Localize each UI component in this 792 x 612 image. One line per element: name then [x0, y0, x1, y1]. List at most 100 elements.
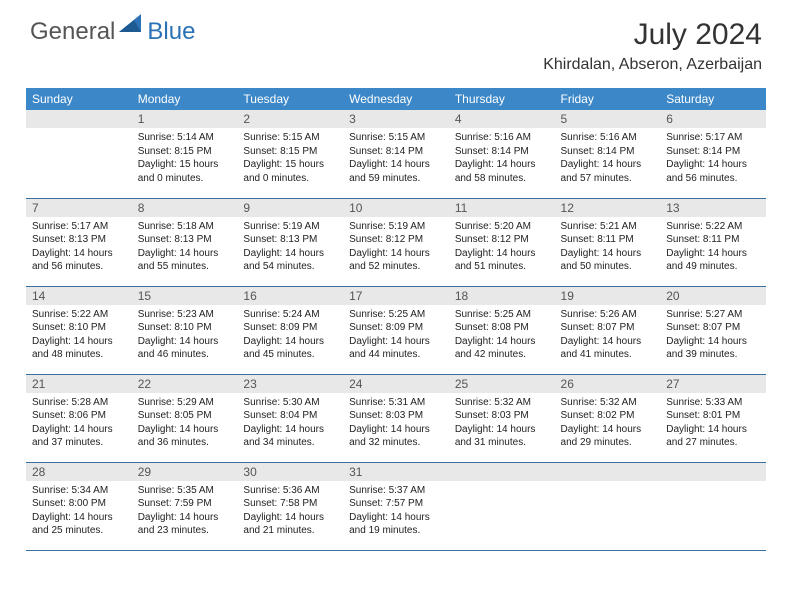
day-content: Sunrise: 5:22 AMSunset: 8:10 PMDaylight:…	[26, 305, 132, 364]
day-line: Sunset: 8:12 PM	[455, 233, 549, 247]
calendar-cell: 29Sunrise: 5:35 AMSunset: 7:59 PMDayligh…	[132, 462, 238, 550]
day-line: and 37 minutes.	[32, 436, 126, 450]
day-line: Sunrise: 5:31 AM	[349, 396, 443, 410]
day-line: Sunrise: 5:18 AM	[138, 220, 232, 234]
day-content: Sunrise: 5:23 AMSunset: 8:10 PMDaylight:…	[132, 305, 238, 364]
calendar-cell	[449, 462, 555, 550]
day-line: and 56 minutes.	[666, 172, 760, 186]
day-content: Sunrise: 5:28 AMSunset: 8:06 PMDaylight:…	[26, 393, 132, 452]
calendar-row: 14Sunrise: 5:22 AMSunset: 8:10 PMDayligh…	[26, 286, 766, 374]
day-line: Sunset: 7:58 PM	[243, 497, 337, 511]
day-line: Sunset: 8:13 PM	[138, 233, 232, 247]
day-number: 6	[660, 110, 766, 128]
day-line: Sunset: 8:12 PM	[349, 233, 443, 247]
day-line: Daylight: 14 hours	[243, 247, 337, 261]
day-line: Daylight: 14 hours	[138, 247, 232, 261]
day-line: Sunset: 8:10 PM	[32, 321, 126, 335]
day-line: and 27 minutes.	[666, 436, 760, 450]
day-line: Daylight: 14 hours	[561, 247, 655, 261]
calendar-cell: 27Sunrise: 5:33 AMSunset: 8:01 PMDayligh…	[660, 374, 766, 462]
day-line: Daylight: 14 hours	[32, 423, 126, 437]
day-number: 10	[343, 199, 449, 217]
day-line: Daylight: 15 hours	[138, 158, 232, 172]
calendar-cell: 17Sunrise: 5:25 AMSunset: 8:09 PMDayligh…	[343, 286, 449, 374]
day-header: Monday	[132, 88, 238, 110]
day-number: 16	[237, 287, 343, 305]
day-line: Daylight: 14 hours	[561, 158, 655, 172]
day-content: Sunrise: 5:32 AMSunset: 8:03 PMDaylight:…	[449, 393, 555, 452]
day-line: Sunrise: 5:25 AM	[349, 308, 443, 322]
day-line: and 41 minutes.	[561, 348, 655, 362]
day-content: Sunrise: 5:26 AMSunset: 8:07 PMDaylight:…	[555, 305, 661, 364]
day-line: and 21 minutes.	[243, 524, 337, 538]
day-number: 14	[26, 287, 132, 305]
calendar-cell: 9Sunrise: 5:19 AMSunset: 8:13 PMDaylight…	[237, 198, 343, 286]
calendar-row: 21Sunrise: 5:28 AMSunset: 8:06 PMDayligh…	[26, 374, 766, 462]
day-line: Sunset: 8:06 PM	[32, 409, 126, 423]
day-line: Daylight: 14 hours	[349, 423, 443, 437]
day-number: 1	[132, 110, 238, 128]
day-line: Sunrise: 5:22 AM	[32, 308, 126, 322]
day-line: Daylight: 14 hours	[32, 335, 126, 349]
day-number: 9	[237, 199, 343, 217]
day-content: Sunrise: 5:27 AMSunset: 8:07 PMDaylight:…	[660, 305, 766, 364]
day-line: Sunrise: 5:35 AM	[138, 484, 232, 498]
day-number: 15	[132, 287, 238, 305]
day-line: and 57 minutes.	[561, 172, 655, 186]
day-line: Sunset: 8:03 PM	[455, 409, 549, 423]
day-content: Sunrise: 5:36 AMSunset: 7:58 PMDaylight:…	[237, 481, 343, 540]
day-line: Sunrise: 5:17 AM	[32, 220, 126, 234]
day-number: 19	[555, 287, 661, 305]
day-line: Sunrise: 5:27 AM	[666, 308, 760, 322]
day-line: Daylight: 14 hours	[666, 423, 760, 437]
day-line: Daylight: 14 hours	[349, 335, 443, 349]
day-content: Sunrise: 5:15 AMSunset: 8:15 PMDaylight:…	[237, 128, 343, 187]
day-line: Daylight: 14 hours	[243, 335, 337, 349]
day-line: and 42 minutes.	[455, 348, 549, 362]
page-title: July 2024	[543, 18, 762, 52]
day-content: Sunrise: 5:25 AMSunset: 8:09 PMDaylight:…	[343, 305, 449, 364]
day-content: Sunrise: 5:20 AMSunset: 8:12 PMDaylight:…	[449, 217, 555, 276]
day-line: Daylight: 14 hours	[561, 423, 655, 437]
day-line: and 29 minutes.	[561, 436, 655, 450]
day-number: 23	[237, 375, 343, 393]
calendar-cell: 6Sunrise: 5:17 AMSunset: 8:14 PMDaylight…	[660, 110, 766, 198]
day-header: Friday	[555, 88, 661, 110]
calendar-cell: 31Sunrise: 5:37 AMSunset: 7:57 PMDayligh…	[343, 462, 449, 550]
day-number: 8	[132, 199, 238, 217]
day-line: Daylight: 14 hours	[455, 158, 549, 172]
day-line: Daylight: 14 hours	[561, 335, 655, 349]
calendar-cell: 3Sunrise: 5:15 AMSunset: 8:14 PMDaylight…	[343, 110, 449, 198]
day-content: Sunrise: 5:17 AMSunset: 8:14 PMDaylight:…	[660, 128, 766, 187]
day-content: Sunrise: 5:33 AMSunset: 8:01 PMDaylight:…	[660, 393, 766, 452]
day-line: and 31 minutes.	[455, 436, 549, 450]
calendar-cell	[555, 462, 661, 550]
calendar-cell: 20Sunrise: 5:27 AMSunset: 8:07 PMDayligh…	[660, 286, 766, 374]
day-line: Sunset: 8:09 PM	[349, 321, 443, 335]
day-line: and 49 minutes.	[666, 260, 760, 274]
day-number: 22	[132, 375, 238, 393]
day-line: Daylight: 14 hours	[32, 511, 126, 525]
day-line: Daylight: 15 hours	[243, 158, 337, 172]
day-line: Daylight: 14 hours	[138, 423, 232, 437]
day-line: and 59 minutes.	[349, 172, 443, 186]
day-content: Sunrise: 5:17 AMSunset: 8:13 PMDaylight:…	[26, 217, 132, 276]
day-line: Sunrise: 5:32 AM	[455, 396, 549, 410]
day-content: Sunrise: 5:32 AMSunset: 8:02 PMDaylight:…	[555, 393, 661, 452]
calendar-cell: 11Sunrise: 5:20 AMSunset: 8:12 PMDayligh…	[449, 198, 555, 286]
calendar-cell: 13Sunrise: 5:22 AMSunset: 8:11 PMDayligh…	[660, 198, 766, 286]
calendar-row: 7Sunrise: 5:17 AMSunset: 8:13 PMDaylight…	[26, 198, 766, 286]
day-content: Sunrise: 5:35 AMSunset: 7:59 PMDaylight:…	[132, 481, 238, 540]
day-line: Sunset: 8:14 PM	[666, 145, 760, 159]
day-line: Daylight: 14 hours	[666, 335, 760, 349]
day-line: Sunset: 8:14 PM	[561, 145, 655, 159]
day-header: Wednesday	[343, 88, 449, 110]
day-line: Sunrise: 5:24 AM	[243, 308, 337, 322]
day-content: Sunrise: 5:19 AMSunset: 8:12 PMDaylight:…	[343, 217, 449, 276]
day-line: Sunset: 8:11 PM	[666, 233, 760, 247]
day-line: Sunrise: 5:16 AM	[561, 131, 655, 145]
logo: General Blue	[30, 18, 195, 46]
day-number: 7	[26, 199, 132, 217]
day-number: 12	[555, 199, 661, 217]
day-number: 24	[343, 375, 449, 393]
